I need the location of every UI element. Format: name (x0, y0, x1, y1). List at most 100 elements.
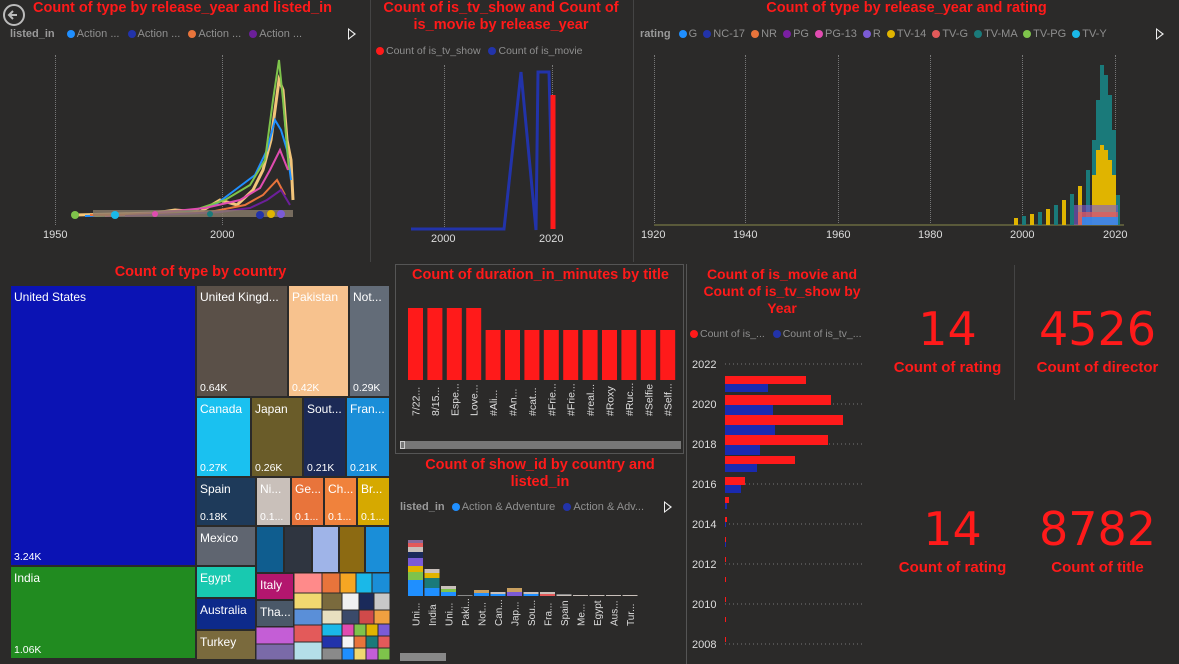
treemap-tile[interactable]: Sout... 0.21K (303, 397, 346, 477)
horizontal-scrollbar[interactable] (400, 653, 446, 661)
bar-segment[interactable] (556, 594, 572, 595)
bar-segment[interactable] (540, 592, 555, 594)
treemap-tile[interactable]: Ch... 0.1... (324, 477, 357, 526)
bar-movie[interactable] (725, 577, 726, 582)
bar-segment[interactable] (474, 590, 489, 593)
bar[interactable] (621, 330, 637, 380)
bar-segment[interactable] (408, 543, 423, 547)
bar-tv-show[interactable] (725, 464, 757, 472)
treemap-tile[interactable]: Br... 0.1... (357, 477, 390, 526)
bar-movie[interactable] (725, 477, 745, 485)
bar-movie[interactable] (725, 537, 726, 542)
bar-segment[interactable] (606, 595, 621, 596)
treemap-tile[interactable]: Ge... 0.1... (291, 477, 324, 526)
bar[interactable] (582, 330, 598, 380)
treemap-tile[interactable]: Fran... 0.21K (346, 397, 390, 477)
bar-movie[interactable] (725, 497, 729, 503)
bar-segment[interactable] (507, 592, 522, 596)
bar-movie[interactable] (725, 557, 726, 562)
bar-movie[interactable] (725, 637, 726, 642)
bar[interactable] (427, 308, 443, 380)
treemap-tile[interactable]: Canada 0.27K (196, 397, 251, 477)
bar[interactable] (640, 330, 656, 380)
back-button[interactable] (3, 4, 25, 26)
treemap-tile[interactable]: Not... 0.29K (349, 285, 390, 397)
treemap-tile[interactable]: Mexico (196, 526, 256, 566)
treemap-tile[interactable]: Japan 0.26K (251, 397, 303, 477)
bar-movie[interactable] (725, 395, 831, 405)
treemap-tile[interactable]: Egypt (196, 566, 256, 598)
legend-next-icon[interactable] (664, 501, 672, 513)
bar-movie[interactable] (725, 376, 806, 384)
bar[interactable] (602, 330, 617, 380)
bar-segment[interactable] (424, 578, 440, 588)
bar-segment[interactable] (424, 588, 440, 596)
treemap-tile[interactable]: United States 3.24K (10, 285, 196, 566)
bar[interactable] (543, 330, 559, 380)
treemap-tile[interactable] (339, 526, 365, 573)
bar[interactable] (485, 330, 501, 380)
legend-next-icon[interactable] (1156, 28, 1164, 40)
bar-segment[interactable] (424, 573, 440, 578)
bar-segment[interactable] (441, 589, 456, 592)
treemap-tile[interactable] (284, 526, 312, 573)
treemap-tile[interactable] (256, 526, 284, 573)
treemap-tile[interactable]: Australia (196, 598, 256, 630)
bar-tv-show[interactable] (725, 405, 773, 415)
bar-segment[interactable] (408, 572, 423, 580)
horizontal-scrollbar[interactable] (400, 441, 681, 449)
treemap-tile[interactable]: United Kingd... 0.64K (196, 285, 288, 397)
treemap-tile[interactable]: Turkey (196, 630, 256, 660)
bar-segment[interactable] (622, 595, 638, 596)
bar-movie[interactable] (725, 456, 795, 464)
bar-tv-show[interactable] (725, 542, 726, 547)
bar-segment[interactable] (540, 594, 555, 596)
bar-segment[interactable] (408, 552, 423, 558)
bar-segment[interactable] (457, 595, 473, 596)
bar-segment[interactable] (523, 592, 539, 594)
bar-tv-show[interactable] (725, 384, 768, 392)
bar-segment[interactable] (523, 594, 539, 596)
bar-movie[interactable] (725, 517, 727, 522)
treemap-tile[interactable] (312, 526, 339, 573)
bar-segment[interactable] (507, 588, 522, 592)
bar[interactable] (408, 308, 423, 380)
bar-segment[interactable] (408, 566, 423, 572)
bar-tv-show[interactable] (725, 485, 741, 493)
bar[interactable] (446, 308, 462, 380)
treemap-tile[interactable]: India 1.06K (10, 566, 196, 659)
bar-segment[interactable] (490, 594, 506, 596)
bar-segment[interactable] (441, 592, 456, 596)
bar-segment[interactable] (408, 547, 423, 552)
treemap-tile[interactable]: Spain 0.18K (196, 477, 256, 526)
scrollbar-thumb[interactable] (400, 441, 405, 449)
bar-segment[interactable] (424, 569, 440, 573)
bar-tv-show[interactable] (725, 503, 727, 509)
bar[interactable] (505, 330, 520, 380)
bar-segment[interactable] (441, 586, 456, 589)
bar-segment[interactable] (408, 558, 423, 566)
bar-segment[interactable] (474, 593, 489, 596)
bar-segment[interactable] (573, 595, 588, 596)
bar-movie[interactable] (725, 617, 726, 622)
legend-next-icon[interactable] (348, 28, 356, 40)
treemap-tile[interactable]: Tha... (256, 600, 294, 627)
treemap-tile[interactable]: Italy (256, 573, 294, 600)
bar-segment[interactable] (408, 540, 423, 543)
bar[interactable] (466, 308, 482, 380)
bar-segment[interactable] (556, 595, 572, 596)
bar[interactable] (660, 330, 676, 380)
bar-movie[interactable] (725, 435, 828, 445)
bar-movie[interactable] (725, 597, 726, 602)
bar[interactable] (524, 330, 540, 380)
bar-movie[interactable] (725, 415, 843, 425)
bar-tv-show[interactable] (725, 425, 775, 435)
bar-tv-show[interactable] (725, 445, 760, 455)
bar-segment[interactable] (589, 595, 605, 596)
bar-segment[interactable] (408, 580, 423, 596)
treemap-tile[interactable]: Pakistan 0.42K (288, 285, 349, 397)
treemap-tile[interactable]: Ni... 0.1... (256, 477, 291, 526)
bar-segment[interactable] (490, 592, 506, 594)
bar-tv-show[interactable] (725, 522, 726, 527)
bar[interactable] (563, 330, 579, 380)
